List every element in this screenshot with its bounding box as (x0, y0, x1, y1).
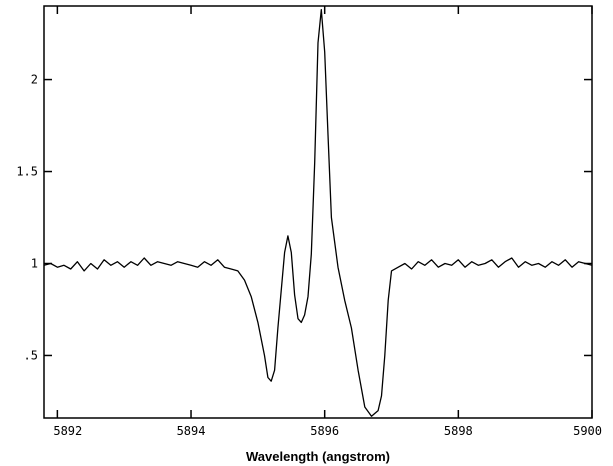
x-tick-label: 5896 (310, 424, 339, 438)
x-tick-label: 5894 (177, 424, 206, 438)
y-tick-label: 1.5 (16, 165, 38, 179)
plot-frame (43, 5, 593, 419)
x-axis-title: Wavelength (angstrom) (246, 449, 390, 464)
series-line (43, 9, 593, 417)
y-tick-label: 2 (31, 73, 38, 87)
x-tick-label: 5900 (573, 424, 602, 438)
y-tick-label: .5 (24, 348, 38, 362)
y-axis-ticks: .5 1 1.5 2 (16, 73, 592, 362)
x-tick-label: 5892 (53, 424, 82, 438)
x-axis-ticks: 5892 5894 5896 5898 5900 (53, 6, 602, 438)
x-tick-label: 5898 (444, 424, 473, 438)
y-tick-label: 1 (31, 257, 38, 271)
